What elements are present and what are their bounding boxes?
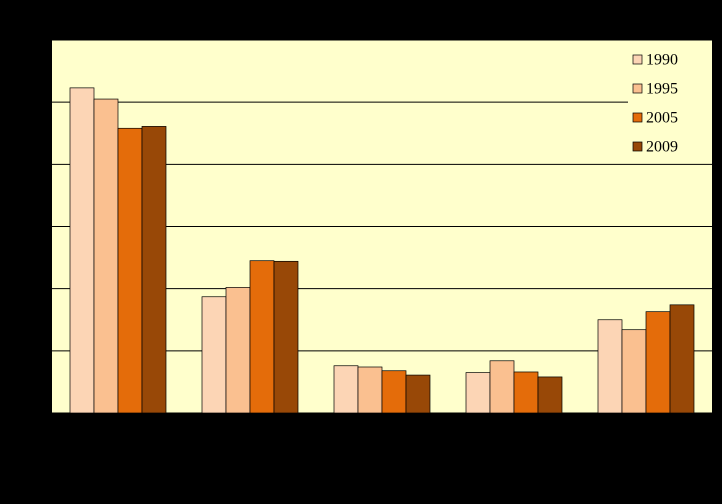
legend-label: 1995 [646, 81, 678, 98]
legend-swatch [632, 112, 643, 123]
bars [69, 87, 695, 414]
bar [621, 329, 647, 414]
legend-swatch [632, 83, 643, 94]
legend-label: 2005 [646, 110, 678, 127]
bar [405, 374, 431, 414]
bar [669, 304, 695, 414]
bar [489, 360, 515, 414]
legend-label: 1990 [646, 52, 678, 69]
bar [333, 365, 359, 414]
bar [249, 260, 275, 414]
legend-label: 2009 [646, 139, 678, 156]
bar [537, 376, 563, 414]
bar [117, 127, 143, 414]
bar [357, 366, 383, 414]
bar [93, 98, 119, 414]
bar [513, 371, 539, 414]
bar [465, 372, 491, 414]
bar [201, 296, 227, 414]
bar [141, 126, 167, 414]
bar [69, 87, 95, 414]
legend-swatch [632, 141, 643, 152]
legend-entries: 1990 1995 2005 2009 [632, 52, 678, 156]
bar [225, 287, 251, 414]
bar [645, 311, 671, 414]
bar [381, 370, 407, 414]
legend-swatch [632, 54, 643, 65]
bar [597, 319, 623, 414]
bar [273, 260, 299, 414]
